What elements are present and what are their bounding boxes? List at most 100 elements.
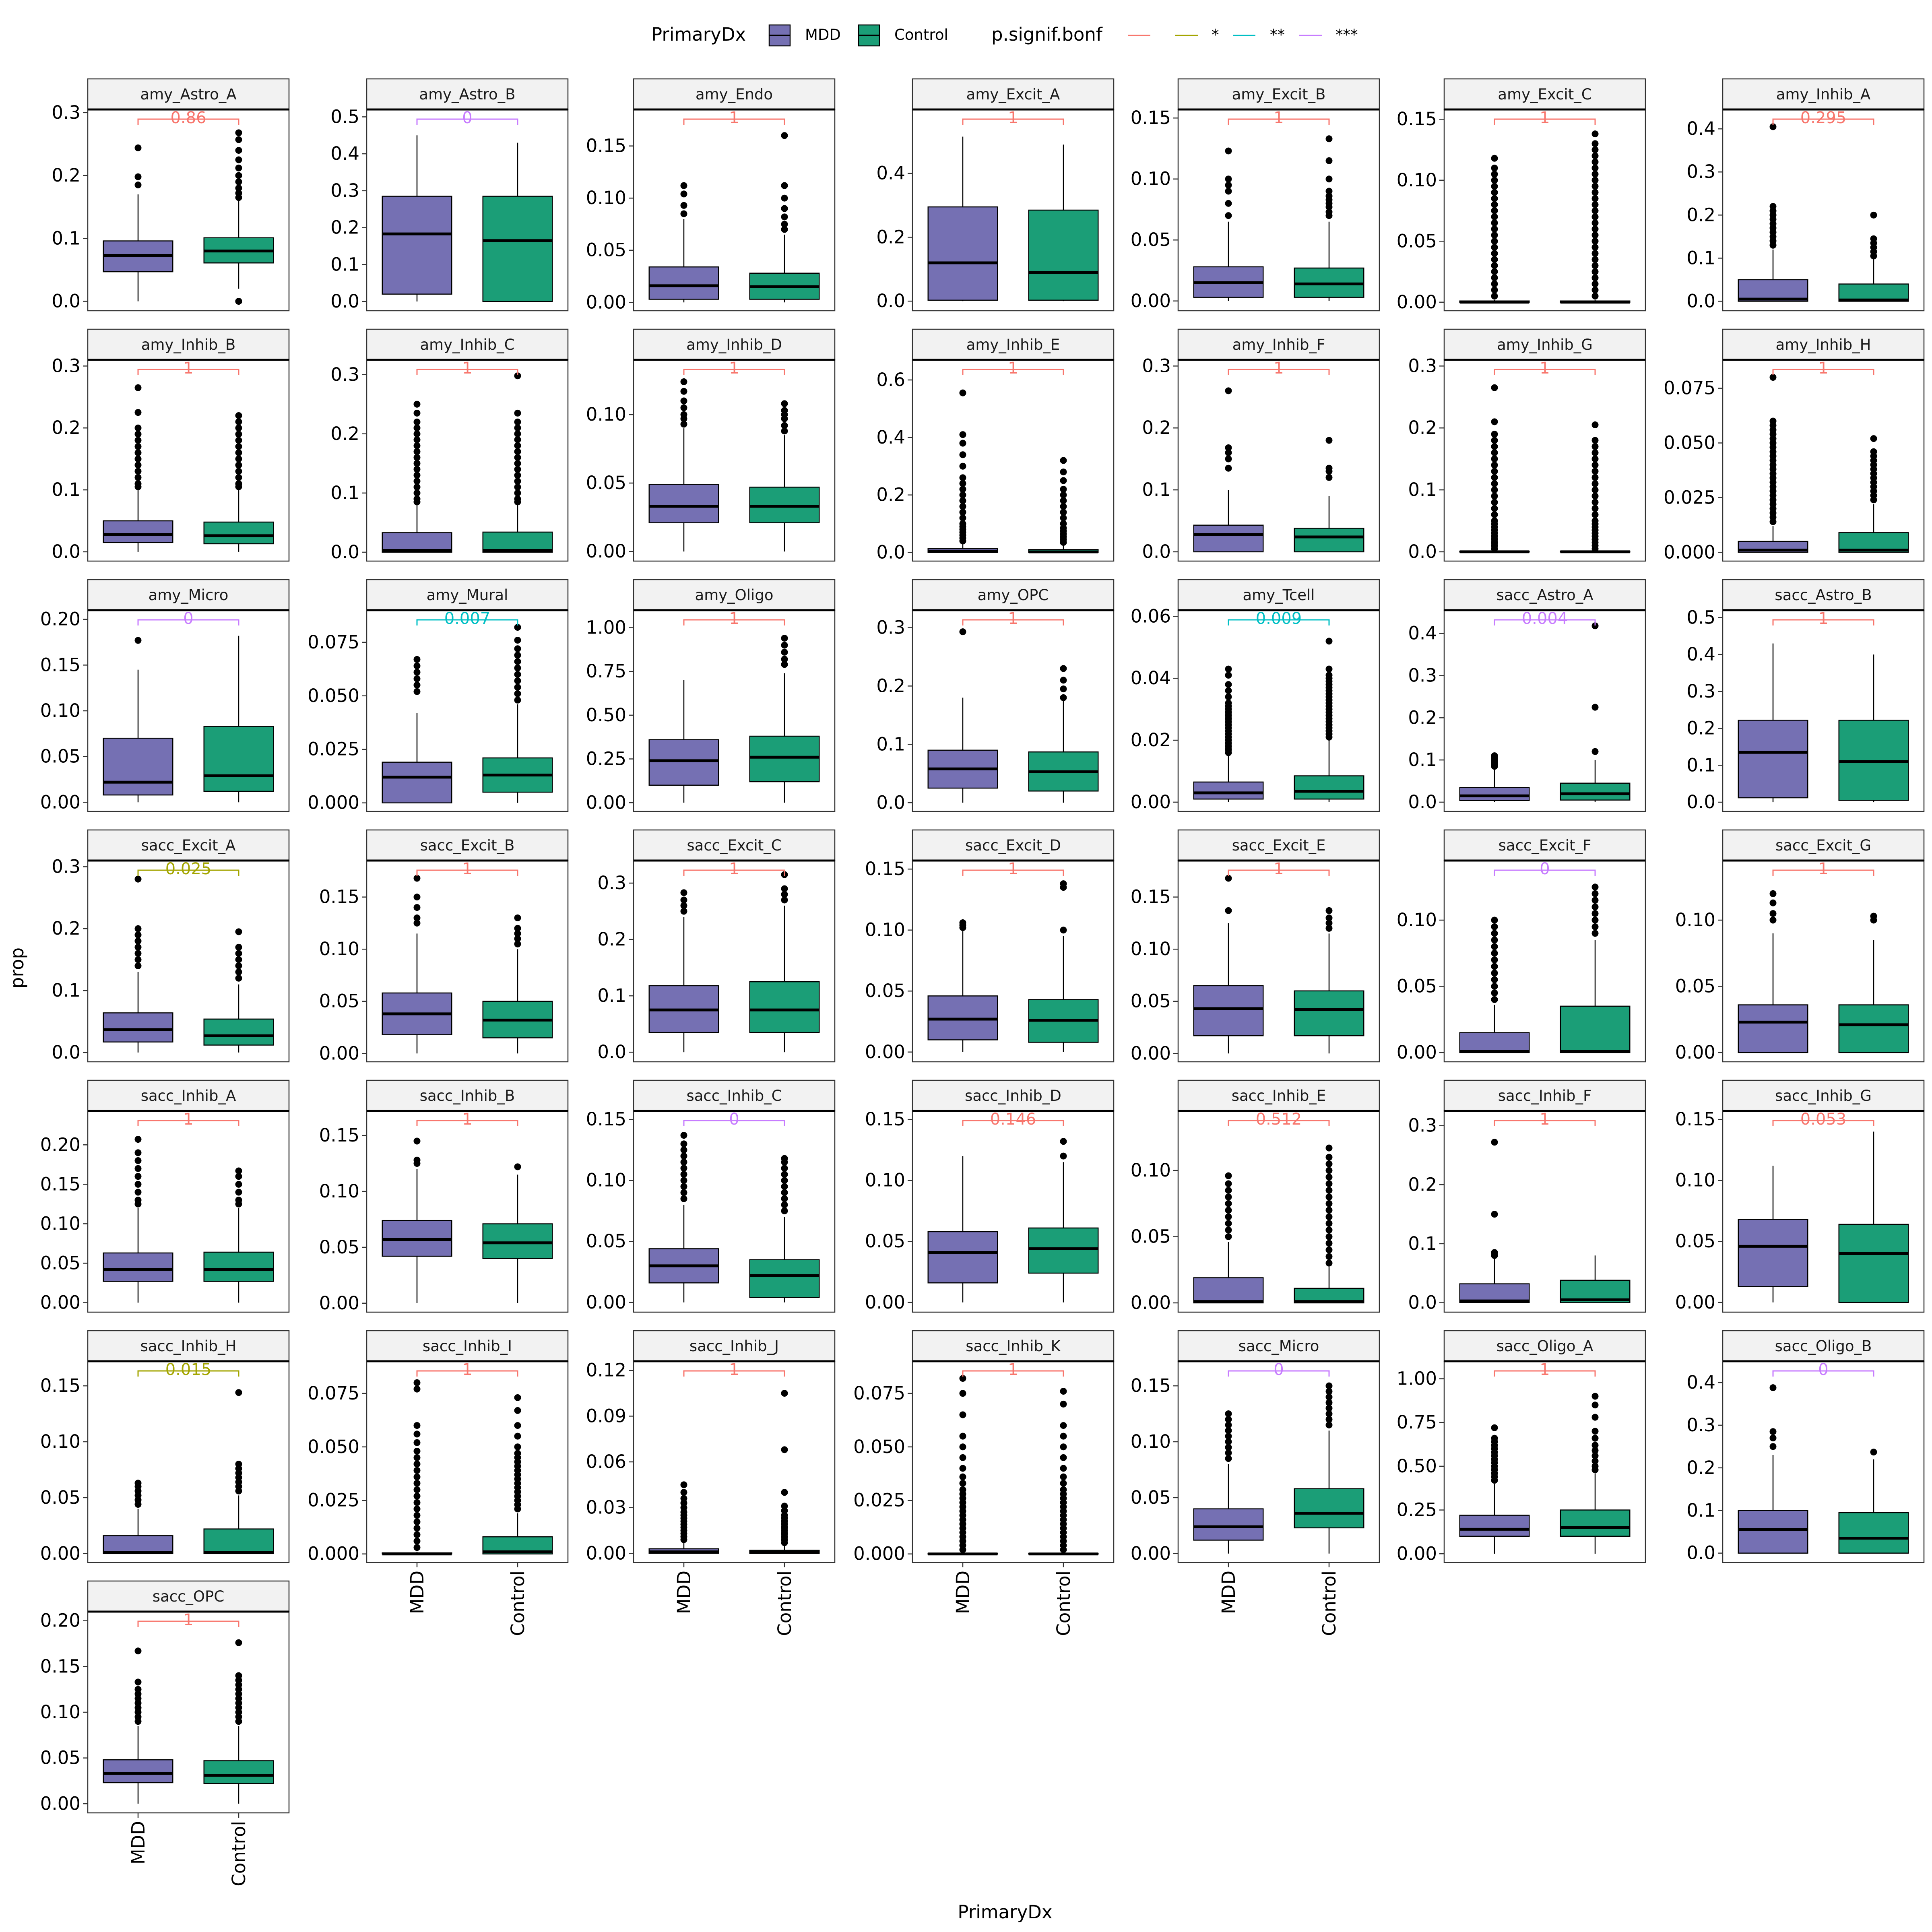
outlier-point xyxy=(235,1181,242,1188)
y-tick-label: 0.05 xyxy=(586,1230,626,1252)
y-tick-label: 0.05 xyxy=(1397,976,1437,997)
outlier-point xyxy=(1491,923,1498,930)
x-tick-label: MDD xyxy=(673,1571,695,1614)
outlier-point xyxy=(1325,1187,1333,1194)
y-tick-label: 0.10 xyxy=(1131,1160,1171,1181)
box-mdd xyxy=(103,1136,173,1303)
y-tick-label: 0.3 xyxy=(1686,681,1715,702)
p-value-label: 0.053 xyxy=(1800,1110,1847,1129)
outlier-point xyxy=(1325,208,1333,216)
outlier-point xyxy=(235,147,242,154)
y-tick-label: 0.4 xyxy=(330,143,359,164)
outlier-point xyxy=(781,226,788,233)
y-tick-label: 0.05 xyxy=(1675,976,1715,997)
outlier-point xyxy=(1325,665,1333,673)
outlier-point xyxy=(680,1171,687,1178)
outlier-point xyxy=(1060,1152,1067,1160)
outlier-point xyxy=(1325,135,1333,142)
outlier-point xyxy=(514,1450,521,1457)
outlier-point xyxy=(1591,237,1599,245)
y-tick-label: 0.09 xyxy=(586,1405,626,1426)
box-mdd xyxy=(1459,155,1530,304)
outlier-point xyxy=(1325,437,1333,444)
outlier-point xyxy=(413,1544,421,1551)
y-tick-label: 0.0 xyxy=(52,541,80,562)
p-value-label: 1 xyxy=(183,359,193,378)
signif-bracket: 0 xyxy=(1494,860,1596,878)
y-tick-label: 0.0 xyxy=(1408,1292,1437,1313)
signif-bracket-line xyxy=(683,369,785,375)
p-value-label: 1 xyxy=(1540,1360,1550,1379)
p-value-label: 1 xyxy=(1540,1110,1550,1129)
box-control xyxy=(1294,907,1364,1054)
y-tick-label: 0.0 xyxy=(876,792,905,813)
outlier-point xyxy=(1769,910,1777,917)
outlier-point xyxy=(1325,1421,1333,1428)
outlier-point xyxy=(1591,462,1599,469)
facet-title: amy_Inhib_G xyxy=(1497,336,1593,353)
y-tick-label: 0.000 xyxy=(308,792,359,813)
outlier-point xyxy=(514,424,521,431)
y-tick-label: 0.05 xyxy=(40,1252,80,1274)
outlier-point xyxy=(134,1647,142,1655)
p-value-label: 1 xyxy=(1008,359,1018,378)
box-mdd xyxy=(648,182,719,303)
outlier-point xyxy=(1591,1463,1599,1470)
box-control xyxy=(482,372,553,553)
outlier-point xyxy=(134,1181,142,1188)
outlier-point xyxy=(1591,486,1599,493)
y-tick-label: 0.00 xyxy=(40,791,80,813)
facet-strip xyxy=(87,1080,290,1112)
outlier-point xyxy=(1491,449,1498,456)
facet-title: amy_Endo xyxy=(696,86,773,103)
outlier-point xyxy=(1591,480,1599,487)
x-tick-label: Control xyxy=(507,1571,528,1636)
outlier-point xyxy=(1769,1384,1777,1391)
outlier-point xyxy=(1060,1480,1067,1487)
panel-frame xyxy=(1443,1110,1646,1313)
p-value-label: 1 xyxy=(1274,109,1284,127)
y-tick-label: 0.4 xyxy=(876,427,905,448)
outlier-point xyxy=(680,411,687,418)
outlier-point xyxy=(1769,417,1777,425)
signif-bracket-line xyxy=(1772,1370,1874,1377)
outlier-point xyxy=(1491,189,1498,196)
outlier-point xyxy=(1491,183,1498,190)
outlier-point xyxy=(1225,464,1232,472)
outlier-point xyxy=(781,1390,788,1397)
outlier-point xyxy=(1491,219,1498,227)
outlier-point xyxy=(134,1173,142,1180)
outlier-point xyxy=(1491,752,1498,760)
y-tick-label: 0.10 xyxy=(319,1181,359,1202)
iqr-box xyxy=(1838,1512,1909,1554)
facet-strip xyxy=(633,829,836,861)
p-value-label: 0 xyxy=(729,1110,739,1129)
outlier-point xyxy=(413,1486,421,1493)
outlier-point xyxy=(1225,455,1232,462)
signif-bracket: 1 xyxy=(416,860,518,878)
outlier-point xyxy=(1769,123,1777,130)
box-control xyxy=(203,1389,274,1554)
outlier-point xyxy=(1225,1172,1232,1179)
outlier-point xyxy=(1325,474,1333,481)
p-value-label: 1 xyxy=(1008,109,1018,127)
iqr-box xyxy=(203,521,274,545)
outlier-point xyxy=(1591,511,1599,518)
outlier-point xyxy=(1325,1253,1333,1260)
outlier-point xyxy=(680,378,687,385)
iqr-box xyxy=(1560,1005,1631,1053)
outlier-point xyxy=(1491,492,1498,500)
outlier-point xyxy=(1060,694,1067,701)
outlier-point xyxy=(514,671,521,678)
outlier-point xyxy=(413,495,421,503)
outlier-point xyxy=(235,178,242,186)
facet-title: amy_Micro xyxy=(149,586,229,604)
outlier-point xyxy=(959,1480,966,1487)
outlier-point xyxy=(1225,875,1232,882)
panel-amy-excit-b: amy_Excit_B 0.00 0.05 0.10 0.15 1 xyxy=(1131,78,1380,312)
outlier-point xyxy=(1225,212,1232,219)
panel-amy-inhib-e: amy_Inhib_E 0.0 0.2 0.4 0.6 1 xyxy=(876,328,1115,563)
outlier-point xyxy=(1491,930,1498,937)
outlier-point xyxy=(134,943,142,951)
signif-bracket: 1 xyxy=(962,1360,1064,1379)
